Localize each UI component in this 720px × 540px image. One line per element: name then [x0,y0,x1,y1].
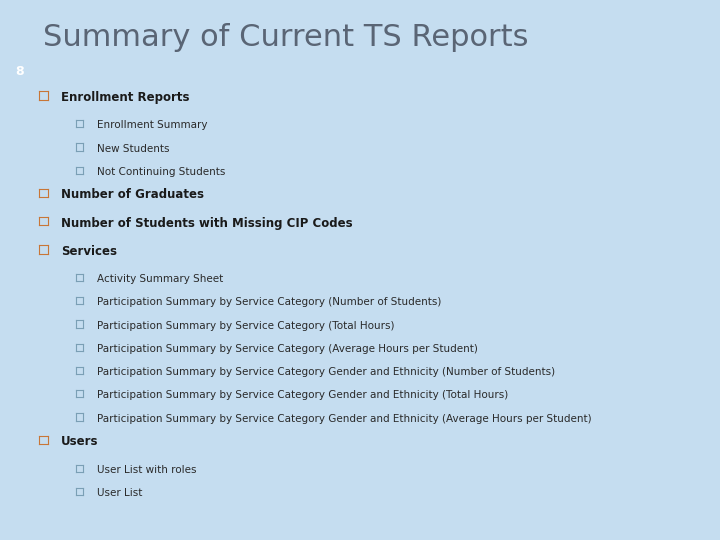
Text: Number of Students with Missing CIP Codes: Number of Students with Missing CIP Code… [61,217,353,230]
Text: 8: 8 [16,65,24,78]
Text: Users: Users [61,435,99,448]
Text: Enrollment Reports: Enrollment Reports [61,91,189,104]
Text: User List with roles: User List with roles [97,465,197,475]
Text: Participation Summary by Service Category Gender and Ethnicity (Average Hours pe: Participation Summary by Service Categor… [97,414,592,423]
Text: Summary of Current TS Reports: Summary of Current TS Reports [43,23,528,52]
Text: User List: User List [97,488,143,498]
Text: Number of Graduates: Number of Graduates [61,188,204,201]
Text: Activity Summary Sheet: Activity Summary Sheet [97,274,223,284]
Text: Participation Summary by Service Category (Total Hours): Participation Summary by Service Categor… [97,321,395,330]
Text: Participation Summary by Service Category Gender and Ethnicity (Total Hours): Participation Summary by Service Categor… [97,390,508,400]
Text: Not Continuing Students: Not Continuing Students [97,167,225,177]
Text: Services: Services [61,245,117,258]
Text: Enrollment Summary: Enrollment Summary [97,120,207,130]
Text: Participation Summary by Service Category (Average Hours per Student): Participation Summary by Service Categor… [97,344,478,354]
Text: Participation Summary by Service Category Gender and Ethnicity (Number of Studen: Participation Summary by Service Categor… [97,367,555,377]
Text: Participation Summary by Service Category (Number of Students): Participation Summary by Service Categor… [97,298,441,307]
Text: New Students: New Students [97,144,170,153]
